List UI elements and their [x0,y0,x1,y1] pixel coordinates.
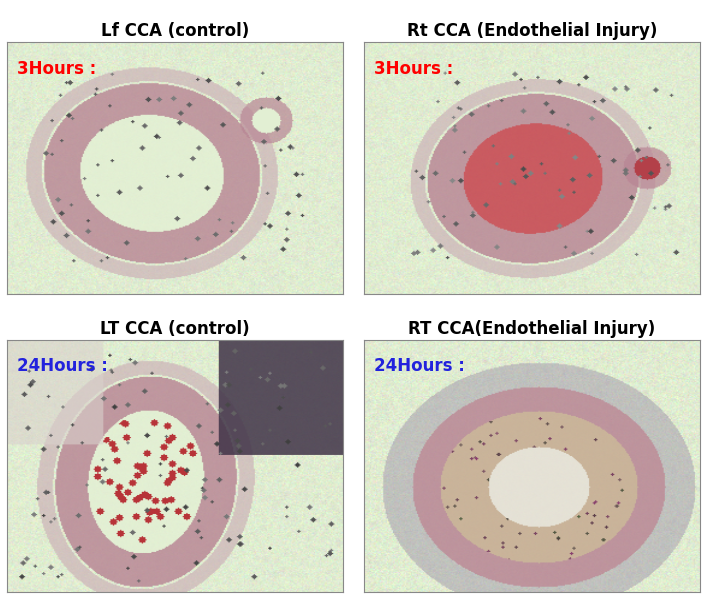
Text: 3Hours :: 3Hours : [374,60,453,78]
Title: RT CCA(Endothelial Injury): RT CCA(Endothelial Injury) [408,320,655,338]
Title: Lf CCA (control): Lf CCA (control) [101,22,250,40]
Text: 3Hours :: 3Hours : [17,60,96,78]
Title: LT CCA (control): LT CCA (control) [100,320,250,338]
Text: 24Hours :: 24Hours : [17,358,108,376]
Title: Rt CCA (Endothelial Injury): Rt CCA (Endothelial Injury) [407,22,657,40]
Text: 24Hours :: 24Hours : [374,358,464,376]
